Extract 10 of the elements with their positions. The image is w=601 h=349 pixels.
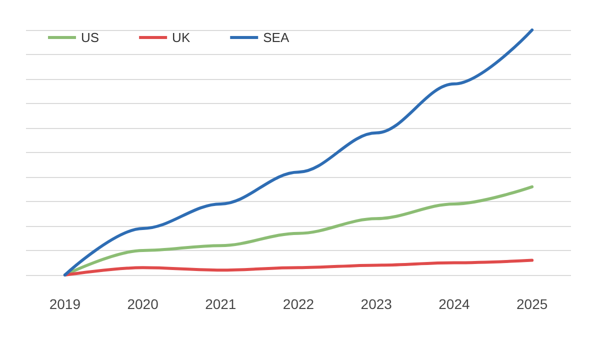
- x-tick-label: 2021: [205, 296, 236, 312]
- legend-label: SEA: [263, 30, 290, 45]
- x-tick-label: 2023: [360, 296, 392, 312]
- x-tick-label: 2019: [49, 296, 81, 312]
- x-tick-label: 2022: [282, 296, 314, 312]
- legend-label: US: [81, 30, 100, 45]
- legend-label: UK: [172, 30, 190, 45]
- x-tick-label: 2020: [127, 296, 159, 312]
- x-tick-label: 2025: [516, 296, 548, 312]
- x-tick-label: 2024: [438, 296, 470, 312]
